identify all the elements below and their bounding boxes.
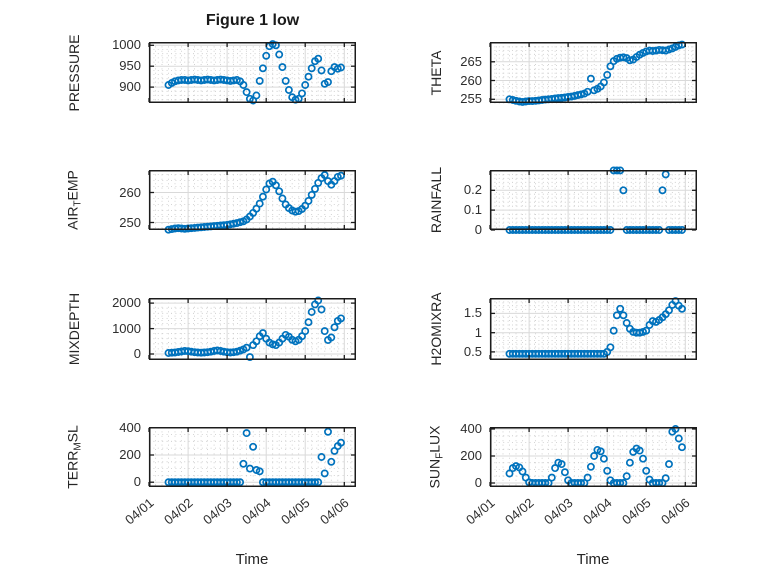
subplot-mixdepth (148, 296, 356, 362)
y-tick-label-sun_flux: 200 (460, 447, 482, 463)
data-markers (505, 166, 686, 234)
y-axis-label-text: EMP (64, 170, 81, 201)
x-axis-title-left: Time (235, 551, 269, 568)
y-axis-label-rainfall: RAINFALL (428, 167, 444, 233)
y-tick-label-theta: 255 (460, 91, 482, 107)
y-axis-label-text: PRESSURE (66, 33, 82, 112)
y-axis-label-text: TERR (64, 450, 81, 489)
data-markers (505, 40, 686, 106)
data-markers (505, 297, 686, 358)
axes-box (148, 427, 356, 487)
y-axis-label-subscript: M (72, 442, 84, 451)
y-axis-label-terr_msl: TERRMSL (65, 425, 84, 489)
subplot-sun_flux (489, 425, 697, 487)
subplot-pressure (148, 40, 356, 105)
y-tick-label-h2omixra: 1 (474, 324, 482, 340)
y-tick-label-h2omixra: 1.5 (463, 305, 482, 321)
y-axis-label-pressure: PRESSURE (66, 34, 82, 111)
grid (148, 42, 356, 103)
y-tick-label-mixdepth: 1000 (112, 320, 141, 336)
subplot-air_temp (148, 170, 356, 234)
subplot-theta (489, 40, 697, 106)
grid (489, 170, 697, 231)
y-tick-label-pressure: 900 (119, 79, 141, 95)
y-tick-label-air_temp: 260 (119, 184, 141, 200)
y-axis-label-mixdepth: MIXDEPTH (66, 293, 82, 365)
axes-box (148, 170, 356, 230)
y-tick-label-rainfall: 0.1 (463, 202, 482, 218)
axes-box (148, 298, 356, 360)
grid (148, 298, 356, 360)
axes-box (489, 298, 697, 360)
y-tick-label-sun_flux: 0 (474, 474, 482, 490)
data-markers (164, 427, 345, 487)
y-tick-label-rainfall: 0.2 (463, 182, 482, 198)
subplot-rainfall (489, 166, 697, 234)
y-axis-label-text: LUX (426, 425, 443, 453)
y-axis-label-text: THETA (428, 50, 444, 95)
axes-box (489, 170, 697, 231)
y-tick-label-terr_msl: 0 (133, 474, 141, 490)
axes-box (489, 42, 697, 103)
y-axis-label-text: SL (64, 425, 81, 443)
y-tick-label-theta: 260 (460, 72, 482, 88)
y-tick-label-h2omixra: 0.5 (463, 343, 482, 359)
y-axis-label-text: H2OMIXRA (428, 292, 444, 366)
y-axis-label-text: RAINFALL (428, 166, 444, 234)
y-tick-label-theta: 265 (460, 53, 482, 69)
figure-title: Figure 1 low (205, 12, 300, 29)
y-axis-label-air_temp: AIRTEMP (65, 170, 84, 230)
y-tick-label-sun_flux: 400 (460, 421, 482, 437)
y-tick-label-pressure: 1000 (112, 37, 141, 53)
data-markers (164, 40, 345, 105)
x-axis-title-right: Time (576, 551, 610, 568)
y-axis-label-subscript: F (434, 452, 446, 459)
y-axis-label-sun_flux: SUNFLUX (427, 426, 446, 489)
subplot-h2omixra (489, 297, 697, 360)
y-axis-label-text: SUN (426, 458, 443, 489)
y-axis-label-subscript: T (72, 200, 84, 207)
y-tick-label-terr_msl: 400 (119, 419, 141, 435)
y-axis-label-h2omixra: H2OMIXRA (428, 292, 444, 365)
grid (489, 427, 697, 487)
y-tick-label-terr_msl: 200 (119, 446, 141, 462)
axes-box (148, 42, 356, 103)
y-tick-label-pressure: 950 (119, 58, 141, 74)
y-tick-label-air_temp: 250 (119, 214, 141, 230)
subplot-terr_msl (148, 427, 356, 487)
y-axis-label-text: AIR (64, 206, 81, 230)
data-markers (164, 171, 345, 234)
y-tick-label-rainfall: 0 (474, 222, 482, 237)
axes-box (489, 427, 697, 487)
y-tick-label-mixdepth: 2000 (112, 295, 141, 311)
y-axis-label-theta: THETA (428, 50, 444, 95)
y-tick-label-mixdepth: 0 (133, 346, 141, 362)
y-axis-label-text: MIXDEPTH (66, 292, 82, 366)
data-markers (164, 296, 345, 362)
